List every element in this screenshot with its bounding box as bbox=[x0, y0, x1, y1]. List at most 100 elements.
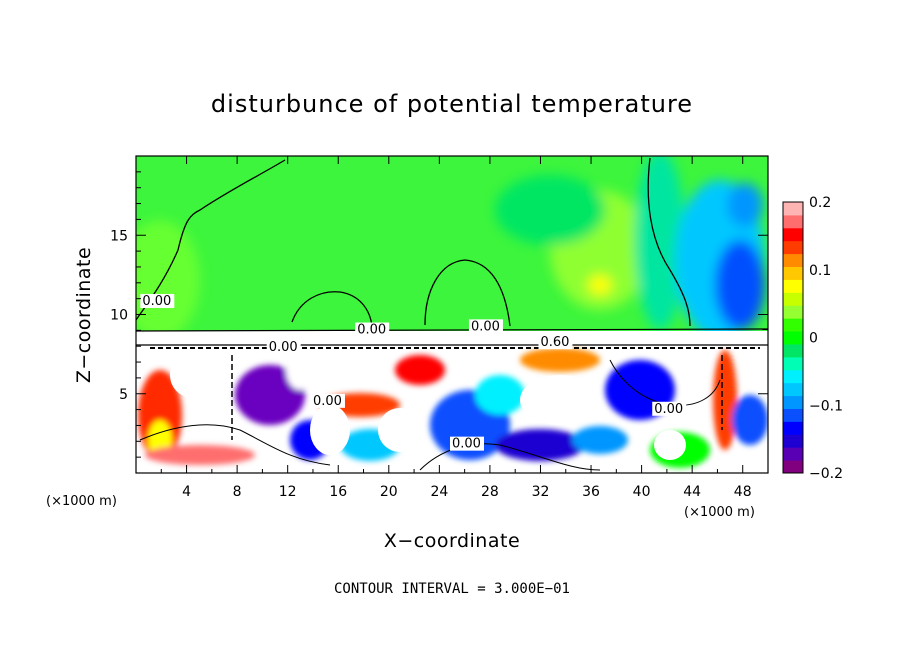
colorbar-tick-label: −0.2 bbox=[809, 466, 843, 482]
contour-label: 0.00 bbox=[142, 294, 171, 309]
contour-interval-note: CONTOUR INTERVAL = 3.000E−01 bbox=[334, 581, 570, 597]
chart-title: disturbunce of potential temperature bbox=[211, 90, 693, 118]
x-tick-label: 16 bbox=[329, 484, 347, 500]
contour-label-bg bbox=[266, 339, 301, 354]
field-blob bbox=[395, 355, 445, 385]
x-unit-label-right: (×1000 m) bbox=[684, 505, 755, 520]
colorbar-tick-label: −0.1 bbox=[809, 398, 843, 414]
x-tick-label: 24 bbox=[430, 484, 448, 500]
white-zone bbox=[654, 430, 686, 460]
contour-line bbox=[139, 424, 331, 466]
contour-labels: 0.00 0.00 0.00 0.00 0.00 0.00 0.00 0.60 bbox=[140, 293, 687, 452]
colorbar bbox=[782, 201, 804, 474]
colorbar-swatch bbox=[783, 240, 803, 255]
white-zone bbox=[378, 408, 422, 452]
colorbar-swatch bbox=[783, 202, 803, 216]
contour-line bbox=[647, 157, 691, 327]
colorbar-swatch bbox=[783, 356, 803, 371]
colorbar-swatch bbox=[783, 460, 803, 474]
colorbar-swatch bbox=[783, 279, 803, 293]
x-tick-label: 12 bbox=[279, 484, 297, 500]
colorbar-swatch bbox=[783, 382, 803, 397]
inversion-band bbox=[136, 331, 768, 345]
contour-line bbox=[419, 443, 601, 471]
colorbar-swatch bbox=[783, 266, 803, 280]
field-blob bbox=[235, 365, 305, 425]
colorbar-frame bbox=[782, 201, 804, 474]
x-tick-label: 40 bbox=[633, 484, 651, 500]
x-axis-label: X−coordinate bbox=[384, 530, 520, 552]
contour-label: 0.00 bbox=[313, 394, 342, 409]
colorbar-tick-label: 0 bbox=[809, 331, 818, 347]
contour-label-bg bbox=[310, 393, 345, 408]
x-tick-label: 20 bbox=[380, 484, 398, 500]
contour-label-bg bbox=[538, 335, 573, 350]
contour-label-bg bbox=[355, 322, 390, 337]
field-blob bbox=[588, 275, 612, 295]
colorbar-swatch bbox=[783, 395, 803, 409]
contour-label-bg bbox=[652, 401, 687, 416]
y-axis-ticks: 5 10 15 bbox=[110, 171, 768, 458]
field-blob bbox=[495, 175, 605, 245]
y-axis-label: Z−coordinate bbox=[73, 247, 95, 383]
colorbar-swatch bbox=[783, 421, 803, 435]
field-blob bbox=[715, 240, 765, 330]
field-blob bbox=[635, 156, 685, 330]
field-blob bbox=[713, 350, 737, 450]
y-tick-label: 15 bbox=[110, 228, 128, 244]
x-tick-label: 48 bbox=[734, 484, 752, 500]
field-blob bbox=[520, 348, 600, 372]
contour-label: 0.00 bbox=[452, 437, 481, 452]
field-blob bbox=[286, 350, 314, 390]
x-tick-label: 4 bbox=[182, 484, 191, 500]
colorbar-swatch bbox=[783, 343, 803, 358]
field-blob bbox=[572, 426, 628, 454]
contour-line bbox=[291, 291, 373, 327]
colorbar-swatch bbox=[783, 447, 803, 461]
colorbar-swatch bbox=[783, 318, 803, 332]
colorbar-swatch bbox=[783, 253, 803, 268]
plot-area bbox=[136, 156, 768, 473]
white-zone bbox=[310, 405, 350, 455]
contour-label: 0.00 bbox=[471, 319, 500, 334]
contour-label: 0.00 bbox=[269, 340, 298, 355]
field-blob bbox=[475, 375, 525, 415]
contour-line bbox=[136, 159, 286, 321]
colorbar-swatch bbox=[783, 408, 803, 422]
x-tick-label: 44 bbox=[683, 484, 701, 500]
colorbar-swatch bbox=[783, 292, 803, 306]
x-tick-label: 36 bbox=[582, 484, 600, 500]
field-blob bbox=[136, 220, 200, 340]
contour-label-bg bbox=[140, 293, 175, 308]
x-tick-label: 28 bbox=[481, 484, 499, 500]
y-tick-label: 10 bbox=[110, 308, 128, 324]
contour-label: 0.60 bbox=[540, 335, 569, 350]
white-zones bbox=[170, 353, 686, 460]
field-upper-features bbox=[136, 156, 765, 340]
x-tick-label: 32 bbox=[532, 484, 550, 500]
contour-line bbox=[424, 259, 511, 327]
colorbar-swatch bbox=[783, 305, 803, 319]
band-edge bbox=[136, 328, 768, 332]
field-blob bbox=[732, 395, 768, 445]
contour-label-bg bbox=[450, 436, 484, 451]
contour-label: 0.00 bbox=[357, 323, 386, 338]
x-unit-label-left: (×1000 m) bbox=[46, 494, 117, 509]
field-blob bbox=[495, 429, 585, 461]
x-axis-ticks: 4 8 12 16 20 24 28 32 36 40 44 48 bbox=[160, 156, 752, 500]
white-zone bbox=[170, 353, 210, 397]
white-zone bbox=[520, 375, 600, 425]
colorbar-tick-label: 0.1 bbox=[809, 263, 831, 279]
colorbar-swatch bbox=[783, 331, 803, 345]
field-blob bbox=[727, 183, 763, 227]
colorbar-swatch bbox=[783, 434, 803, 448]
contour-label-bg bbox=[468, 319, 503, 334]
colorbar-swatch bbox=[783, 214, 803, 229]
contour-label: 0.00 bbox=[654, 402, 683, 417]
colorbar-tick-label: 0.2 bbox=[809, 195, 831, 211]
field-blob bbox=[145, 445, 255, 465]
x-tick-label: 8 bbox=[233, 484, 242, 500]
colorbar-swatch bbox=[783, 369, 803, 384]
colorbar-ticks: 0.2 0.1 0 −0.1 −0.2 bbox=[809, 195, 843, 482]
